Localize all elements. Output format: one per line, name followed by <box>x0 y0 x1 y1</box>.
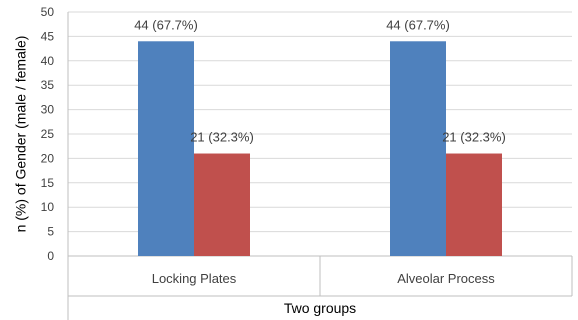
bars <box>138 41 502 256</box>
data-label: 21 (32.3%) <box>190 130 254 145</box>
data-label: 21 (32.3%) <box>442 130 506 145</box>
bar-locking-plates-series-2 <box>194 153 250 256</box>
y-tick-label: 20 <box>41 151 55 165</box>
y-tick-label: 25 <box>41 127 55 141</box>
y-axis-title: n (%) of Gender (male / female) <box>13 36 29 233</box>
y-tick-label: 45 <box>41 29 55 43</box>
category-label: Alveolar Process <box>397 271 495 286</box>
x-axis-title: Two groups <box>284 300 356 316</box>
bar-alveolar-process-series-2 <box>446 153 502 256</box>
y-tick-label: 10 <box>41 200 55 214</box>
y-axis-ticks: 0 5 10 15 20 25 30 35 40 45 50 <box>41 5 55 263</box>
y-tick-label: 50 <box>41 5 55 19</box>
y-tick-label: 5 <box>47 225 54 239</box>
bar-alveolar-process-series-1 <box>390 41 446 256</box>
y-tick-label: 35 <box>41 78 55 92</box>
category-label: Locking Plates <box>152 271 237 286</box>
data-label: 44 (67.7%) <box>386 17 450 32</box>
category-labels: Locking Plates Alveolar Process <box>152 271 496 286</box>
data-label: 44 (67.7%) <box>134 17 198 32</box>
y-tick-label: 40 <box>41 54 55 68</box>
bar-locking-plates-series-1 <box>138 41 194 256</box>
axis-frame <box>67 12 573 320</box>
y-tick-label: 30 <box>41 103 55 117</box>
y-tick-label: 15 <box>41 176 55 190</box>
data-labels: 44 (67.7%) 21 (32.3%) 44 (67.7%) 21 (32.3%) <box>134 17 506 144</box>
y-tick-label: 0 <box>47 249 54 263</box>
